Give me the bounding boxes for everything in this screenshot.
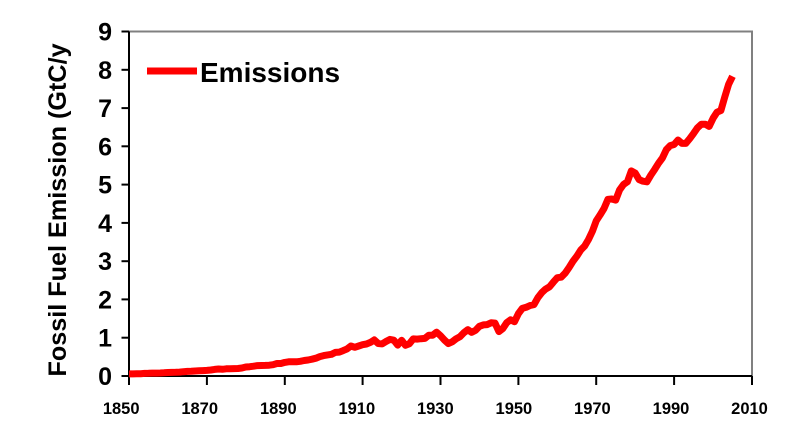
svg-text:5: 5 xyxy=(98,172,112,200)
svg-text:1870: 1870 xyxy=(181,400,218,418)
svg-text:1990: 1990 xyxy=(653,400,690,418)
svg-text:8: 8 xyxy=(98,57,112,85)
svg-text:2010: 2010 xyxy=(731,400,768,418)
svg-text:Emissions: Emissions xyxy=(200,57,340,88)
svg-text:Fossil Fuel Emission (GtC/y: Fossil Fuel Emission (GtC/y xyxy=(44,43,72,376)
svg-text:1: 1 xyxy=(98,325,112,353)
svg-text:2: 2 xyxy=(98,286,112,314)
svg-text:1970: 1970 xyxy=(574,400,611,418)
svg-text:1910: 1910 xyxy=(338,400,375,418)
svg-text:1950: 1950 xyxy=(496,400,533,418)
svg-text:6: 6 xyxy=(98,133,112,161)
svg-text:3: 3 xyxy=(98,248,112,276)
svg-text:9: 9 xyxy=(98,19,112,47)
svg-text:4: 4 xyxy=(98,210,112,238)
svg-text:0: 0 xyxy=(98,363,112,391)
svg-text:1890: 1890 xyxy=(260,400,297,418)
svg-text:1850: 1850 xyxy=(103,400,140,418)
svg-text:1930: 1930 xyxy=(417,400,454,418)
svg-text:7: 7 xyxy=(98,95,112,123)
